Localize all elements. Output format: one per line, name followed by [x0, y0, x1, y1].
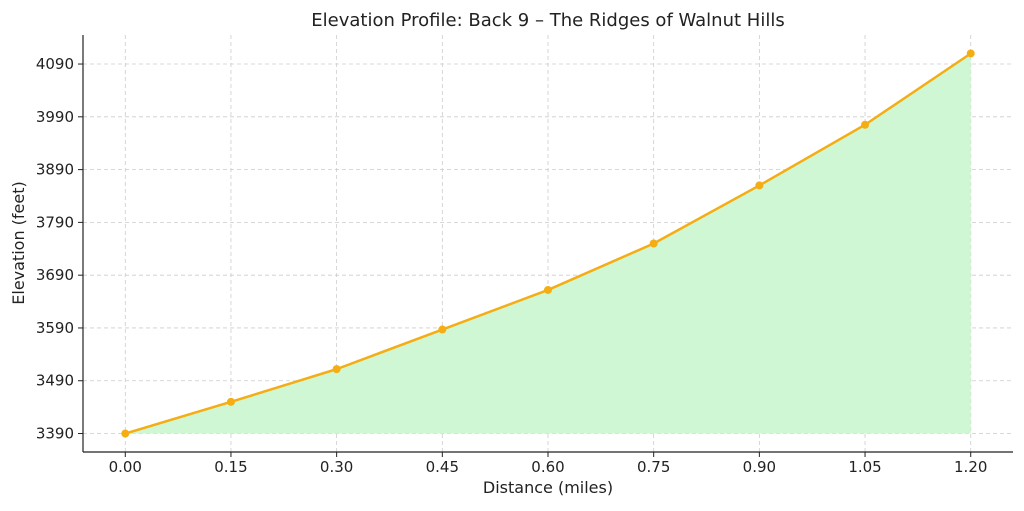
data-point	[649, 239, 658, 248]
x-tick-label: 1.05	[848, 458, 881, 476]
x-tick-label: 0.30	[320, 458, 353, 476]
data-point	[332, 365, 341, 374]
y-axis-label: Elevation (feet)	[9, 181, 28, 304]
data-points	[121, 49, 975, 438]
y-tick-label: 3990	[36, 108, 74, 126]
x-tick-label: 0.75	[637, 458, 670, 476]
ticks: 0.00 0.15 0.30 0.45 0.60 0.75 0.90 1.05 1.20 3390…	[36, 55, 988, 476]
data-point	[544, 285, 552, 294]
data-point	[121, 429, 130, 438]
x-tick-label: 0.00	[109, 458, 142, 476]
y-tick-label: 3390	[36, 425, 74, 443]
chart-title: Elevation Profile: Back 9 – The Ridges o…	[311, 10, 784, 31]
y-tick-label: 3790	[36, 213, 74, 231]
x-tick-label: 0.15	[214, 458, 247, 476]
data-point	[861, 120, 870, 129]
elevation-fill	[125, 53, 971, 434]
y-tick-label: 4090	[36, 55, 74, 73]
data-point	[755, 181, 764, 190]
x-tick-label: 1.20	[954, 458, 987, 476]
y-tick-label: 3690	[36, 266, 74, 284]
data-point	[966, 49, 975, 58]
y-tick-label: 3890	[36, 161, 74, 179]
x-tick-label: 0.90	[743, 458, 776, 476]
x-tick-label: 0.45	[426, 458, 459, 476]
y-tick-label: 3490	[36, 372, 74, 390]
x-tick-label: 0.60	[531, 458, 564, 476]
x-axis-label: Distance (miles)	[483, 478, 613, 497]
data-point	[438, 325, 447, 334]
y-tick-label: 3590	[36, 319, 74, 337]
elevation-area	[125, 53, 971, 434]
data-point	[226, 397, 235, 406]
